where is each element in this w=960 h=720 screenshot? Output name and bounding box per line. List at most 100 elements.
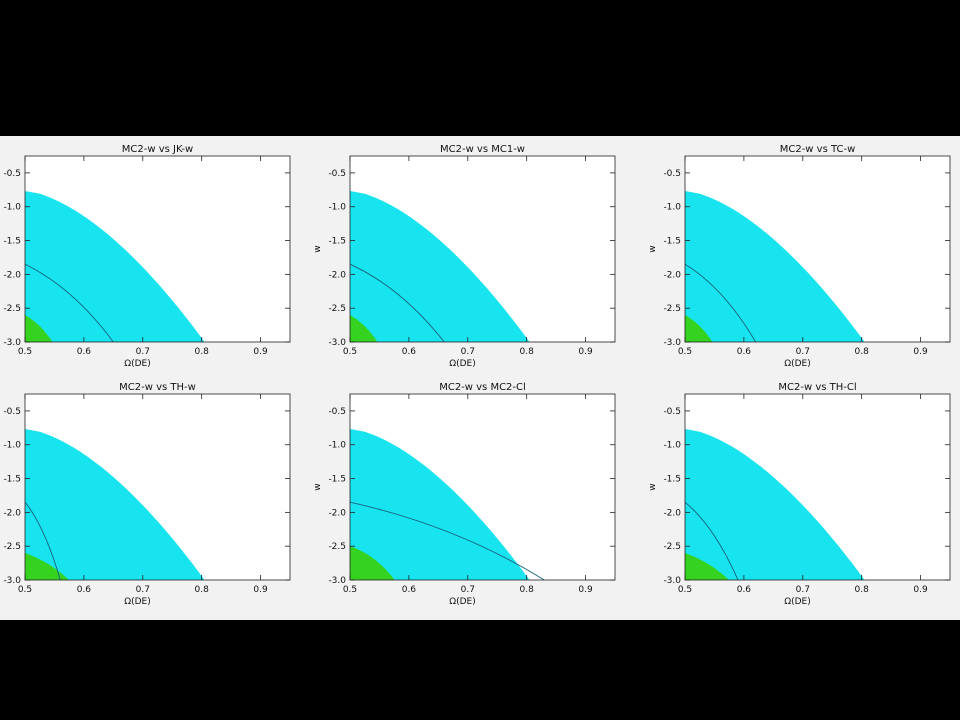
x-tick-label: 0.7 — [136, 585, 150, 595]
y-tick-label: -3.0 — [663, 338, 681, 348]
chart-panel: MC2-w vs MC2-Cl 0.5 0.6 0.7 0.8 0.9 -0.5 -1.0 -1… — [305, 380, 635, 620]
x-tick-label: 0.9 — [253, 347, 268, 357]
region-green-corner — [685, 552, 729, 580]
y-tick-label: -3.0 — [328, 338, 346, 348]
plot-frame — [349, 393, 616, 581]
y-tick-label: -0.5 — [3, 407, 21, 417]
x-tick-label: 0.5 — [678, 585, 692, 595]
x-tick-label: 0.7 — [796, 585, 810, 595]
chart-svg: MC2-w vs TC-w 0.5 0.6 0.7 0.8 0.9 -0.5 -1.0 -1.5… — [648, 144, 951, 369]
y-tick-label: -1.0 — [3, 203, 21, 213]
y-axis-label: w — [648, 483, 658, 490]
plot-frame — [684, 155, 951, 343]
x-tick-label: 0.6 — [737, 585, 752, 595]
chart-svg: MC2-w vs MC1-w 0.5 0.6 0.7 0.8 0.9 -0.5 -1.0 -1.… — [313, 144, 616, 369]
x-tick-label: 0.7 — [461, 347, 475, 357]
x-tick-label: 0.6 — [77, 347, 92, 357]
x-tick-label: 0.9 — [253, 585, 268, 595]
chart-svg: MC2-w vs TH-Cl 0.5 0.6 0.7 0.8 0.9 -0.5 -1.0 -1.… — [648, 382, 951, 607]
y-tick-label: -1.0 — [328, 441, 346, 451]
x-tick-label: 0.5 — [678, 347, 692, 357]
x-tick-label: 0.8 — [195, 347, 210, 357]
y-axis-label: w — [313, 245, 323, 252]
y-tick-label: -0.5 — [663, 169, 681, 179]
contour-line — [685, 263, 757, 342]
y-tick-label: -1.5 — [663, 237, 681, 247]
x-tick-label: 0.9 — [913, 347, 928, 357]
y-tick-label: -2.5 — [328, 304, 346, 314]
y-tick-label: -2.0 — [3, 270, 21, 280]
y-tick-label: -0.5 — [663, 407, 681, 417]
region-green-corner — [350, 546, 395, 580]
region-inner-cyan — [350, 428, 530, 580]
x-tick-label: 0.7 — [796, 347, 810, 357]
y-axis-label: w — [648, 245, 658, 252]
y-tick-label: -2.0 — [663, 508, 681, 518]
y-tick-label: -1.0 — [663, 441, 681, 451]
chart-title: MC2-w vs JK-w — [122, 144, 194, 155]
x-tick-label: 0.8 — [520, 585, 535, 595]
x-tick-label: 0.8 — [855, 585, 870, 595]
y-tick-label: -2.0 — [3, 508, 21, 518]
y-tick-label: -2.0 — [328, 508, 346, 518]
x-tick-label: 0.9 — [913, 585, 928, 595]
contour-line — [25, 263, 114, 342]
y-tick-label: -0.5 — [328, 169, 346, 179]
x-tick-label: 0.6 — [402, 347, 417, 357]
y-tick-label: -1.5 — [3, 237, 21, 247]
x-tick-label: 0.8 — [855, 347, 870, 357]
x-tick-label: 0.5 — [343, 585, 357, 595]
x-axis-label: Ω(DE) — [449, 597, 476, 607]
x-tick-label: 0.6 — [77, 585, 92, 595]
slide: MC2-w vs JK-w 0.5 0.6 0.7 0.8 0.9 -0.5 -1.0 -1.5… — [0, 136, 960, 620]
chart-title: MC2-w vs TH-w — [119, 382, 196, 393]
region-green-corner — [350, 314, 378, 342]
region-inner-cyan — [685, 428, 865, 580]
plot-frame — [349, 155, 616, 343]
x-axis-label: Ω(DE) — [124, 597, 151, 607]
plot-frame — [24, 155, 291, 343]
region-inner-cyan — [350, 190, 530, 342]
x-tick-label: 0.8 — [520, 347, 535, 357]
region-inner-cyan — [25, 190, 205, 342]
contour-line — [350, 263, 445, 342]
y-tick-label: -1.5 — [328, 237, 346, 247]
y-tick-label: -2.5 — [3, 304, 21, 314]
y-axis-label: w — [313, 483, 323, 490]
contour-line — [685, 501, 739, 580]
y-tick-label: -3.0 — [3, 338, 21, 348]
x-tick-label: 0.6 — [402, 585, 417, 595]
y-tick-label: -1.0 — [663, 203, 681, 213]
x-tick-label: 0.5 — [18, 347, 32, 357]
y-tick-label: -0.5 — [3, 169, 21, 179]
x-axis-label: Ω(DE) — [784, 597, 811, 607]
contour-line — [350, 501, 545, 580]
x-axis-label: Ω(DE) — [784, 359, 811, 369]
x-axis-label: Ω(DE) — [124, 359, 151, 369]
y-tick-label: -2.5 — [663, 542, 681, 552]
chart-title: MC2-w vs TH-Cl — [778, 382, 856, 393]
y-tick-label: -1.0 — [3, 441, 21, 451]
chart-svg: MC2-w vs MC2-Cl 0.5 0.6 0.7 0.8 0.9 -0.5 -1.0 -1… — [313, 382, 616, 607]
x-tick-label: 0.6 — [737, 347, 752, 357]
y-tick-label: -0.5 — [328, 407, 346, 417]
region-green-corner — [685, 314, 713, 342]
chart-panel: MC2-w vs TH-Cl 0.5 0.6 0.7 0.8 0.9 -0.5 -1.0 -1.… — [640, 380, 960, 620]
x-axis-label: Ω(DE) — [449, 359, 476, 369]
y-tick-label: -1.0 — [328, 203, 346, 213]
chart-title: MC2-w vs MC2-Cl — [439, 382, 526, 393]
chart-title: MC2-w vs TC-w — [780, 144, 856, 155]
x-tick-label: 0.9 — [578, 585, 593, 595]
y-tick-label: -1.5 — [3, 475, 21, 485]
x-tick-label: 0.8 — [195, 585, 210, 595]
chart-panel: MC2-w vs TH-w 0.5 0.6 0.7 0.8 0.9 -0.5 -1.0 -1.5… — [0, 380, 310, 620]
y-tick-label: -2.5 — [663, 304, 681, 314]
x-tick-label: 0.7 — [461, 585, 475, 595]
plot-frame — [24, 393, 291, 581]
y-tick-label: -3.0 — [3, 576, 21, 586]
chart-panel: MC2-w vs MC1-w 0.5 0.6 0.7 0.8 0.9 -0.5 -1.0 -1.… — [305, 142, 635, 384]
chart-panel: MC2-w vs TC-w 0.5 0.6 0.7 0.8 0.9 -0.5 -1.0 -1.5… — [640, 142, 960, 384]
y-tick-label: -2.0 — [328, 270, 346, 280]
x-tick-label: 0.7 — [136, 347, 150, 357]
contour-line — [25, 501, 61, 580]
